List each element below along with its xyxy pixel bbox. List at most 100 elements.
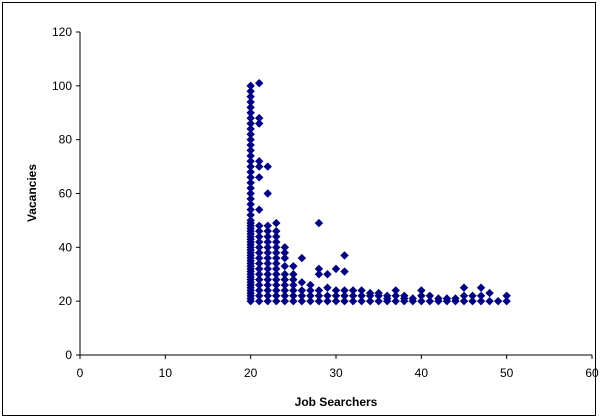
data-point — [255, 291, 264, 300]
data-point — [297, 278, 307, 287]
data-point — [272, 280, 281, 290]
data-point — [280, 253, 289, 263]
data-point — [272, 259, 281, 268]
data-point — [280, 243, 289, 252]
data-point — [476, 283, 486, 292]
data-point — [348, 291, 358, 300]
data-point — [434, 294, 443, 303]
data-point — [297, 291, 307, 300]
data-point — [263, 226, 272, 236]
data-point — [246, 205, 255, 214]
data-point — [246, 151, 255, 161]
data-point — [442, 294, 452, 303]
data-point — [255, 270, 264, 279]
data-point — [348, 286, 358, 295]
data-point — [476, 291, 486, 300]
data-point — [323, 296, 332, 306]
data-point — [255, 119, 264, 128]
data-point — [306, 286, 315, 295]
data-point — [289, 275, 298, 284]
x-axis-title: Job Searchers — [295, 395, 378, 409]
y-tick-label: 0 — [65, 348, 72, 362]
data-point — [502, 291, 511, 300]
data-point — [314, 270, 324, 279]
data-point — [255, 226, 264, 236]
data-point — [246, 92, 255, 101]
data-point — [272, 270, 281, 279]
data-point — [289, 261, 298, 271]
data-point — [314, 286, 324, 295]
data-point — [263, 232, 272, 241]
data-point — [246, 178, 255, 187]
data-point — [340, 291, 349, 300]
data-point — [272, 264, 281, 274]
data-point — [255, 162, 264, 171]
data-point — [246, 130, 255, 139]
x-tick-label: 50 — [500, 366, 514, 380]
data-point — [485, 288, 494, 298]
data-point — [476, 296, 486, 306]
data-point — [272, 296, 281, 306]
data-point — [255, 243, 264, 252]
data-point — [306, 296, 315, 306]
data-point — [263, 189, 272, 198]
chart-frame — [2, 2, 596, 416]
data-point — [340, 267, 349, 276]
data-point — [314, 296, 324, 306]
x-tick-label: 30 — [329, 366, 343, 380]
data-point — [255, 264, 264, 274]
data-point — [255, 259, 264, 268]
data-point — [263, 162, 272, 171]
data-point — [255, 221, 264, 230]
data-point — [357, 291, 366, 300]
data-point — [340, 286, 349, 295]
data-point — [263, 221, 272, 230]
data-point — [280, 270, 289, 279]
data-point — [400, 291, 409, 300]
data-point — [314, 264, 324, 274]
data-point — [391, 296, 400, 306]
data-point — [272, 275, 281, 284]
data-point — [246, 81, 255, 91]
data-point — [374, 288, 383, 298]
data-point — [493, 296, 503, 306]
data-point — [272, 232, 281, 241]
data-point — [255, 280, 264, 290]
data-point — [331, 291, 341, 300]
y-tick-label: 20 — [59, 294, 73, 308]
y-tick-label: 100 — [52, 79, 72, 93]
y-axis-title: Vacancies — [25, 164, 39, 222]
data-point — [246, 194, 255, 204]
data-point — [272, 243, 281, 252]
data-point — [280, 296, 289, 306]
data-point — [272, 286, 281, 295]
tick-labels: 0 20 40 60 80 100 120 0 10 20 30 40 50 60 — [52, 25, 599, 380]
data-point — [323, 291, 332, 300]
data-point — [263, 291, 272, 300]
data-point — [297, 296, 307, 306]
data-points — [246, 78, 511, 306]
data-point — [255, 248, 264, 257]
data-point — [383, 291, 392, 300]
data-point — [255, 173, 264, 182]
axes — [76, 31, 593, 359]
data-point — [297, 253, 307, 263]
data-point — [246, 183, 255, 193]
data-point — [425, 291, 435, 300]
data-point — [280, 291, 289, 300]
data-point — [246, 108, 255, 117]
data-point — [357, 286, 366, 295]
data-point — [246, 124, 255, 134]
data-point — [468, 291, 477, 300]
data-point — [289, 291, 298, 300]
data-point — [417, 296, 426, 306]
data-point — [246, 189, 255, 198]
data-point — [272, 226, 281, 236]
data-point — [263, 296, 272, 306]
data-point — [246, 113, 255, 123]
data-point — [246, 97, 255, 107]
data-point — [314, 291, 324, 300]
data-point — [331, 286, 341, 295]
data-point — [365, 288, 375, 298]
data-point — [459, 296, 469, 306]
